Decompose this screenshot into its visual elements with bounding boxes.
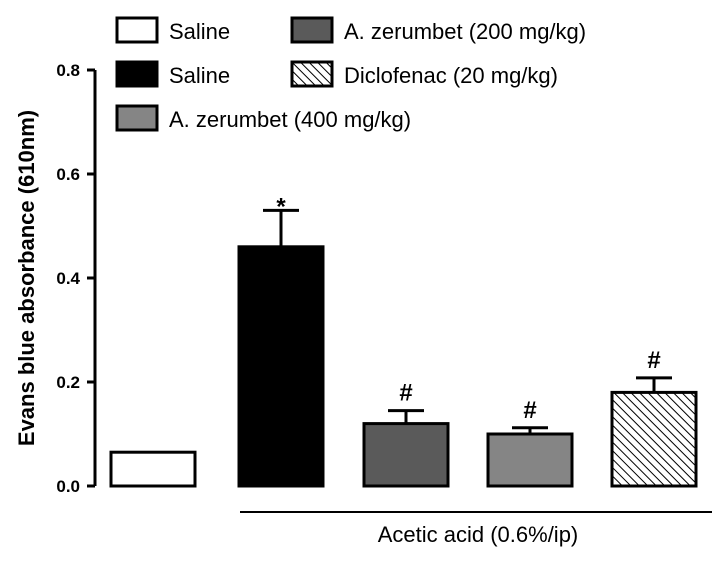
bar <box>486 432 574 488</box>
significance-mark: * <box>276 193 286 220</box>
y-axis-label: Evans blue absorbance (610nm) <box>14 110 39 446</box>
legend: Saline A. zerumbet (200 mg/kg) Saline Diclo… <box>115 16 586 132</box>
significance-mark: # <box>399 380 412 407</box>
y-tick-label: 0.2 <box>56 373 80 392</box>
legend-swatch <box>290 60 334 88</box>
bar <box>362 422 450 488</box>
legend-swatch <box>115 104 159 132</box>
significance-mark: # <box>647 347 660 374</box>
legend-label: A. zerumbet (400 mg/kg) <box>169 107 411 132</box>
legend-item: A. zerumbet (200 mg/kg) <box>290 16 586 44</box>
legend-label: Diclofenac (20 mg/kg) <box>344 63 558 88</box>
legend-item: Saline <box>115 60 230 88</box>
legend-item: Diclofenac (20 mg/kg) <box>290 60 558 88</box>
y-tick-label: 0.4 <box>56 269 80 288</box>
legend-item: Saline <box>115 16 230 44</box>
legend-label: Saline <box>169 19 230 44</box>
legend-swatch <box>115 16 159 44</box>
y-tick-label: 0.6 <box>56 165 80 184</box>
legend-label: A. zerumbet (200 mg/kg) <box>344 19 586 44</box>
legend-swatch <box>115 60 159 88</box>
bars-group: * # # # <box>109 193 698 488</box>
bar <box>109 450 197 488</box>
y-tick-label: 0.0 <box>56 477 80 496</box>
significance-mark: # <box>523 397 536 424</box>
bar <box>610 390 698 488</box>
y-axis-ticks: 0.0 0.2 0.4 0.6 0.8 <box>56 61 95 496</box>
legend-item: A. zerumbet (400 mg/kg) <box>115 104 411 132</box>
y-tick-label: 0.8 <box>56 61 80 80</box>
bar <box>237 245 325 488</box>
legend-label: Saline <box>169 63 230 88</box>
group-label: Acetic acid (0.6%/ip) <box>378 522 579 547</box>
legend-swatch <box>290 16 334 44</box>
